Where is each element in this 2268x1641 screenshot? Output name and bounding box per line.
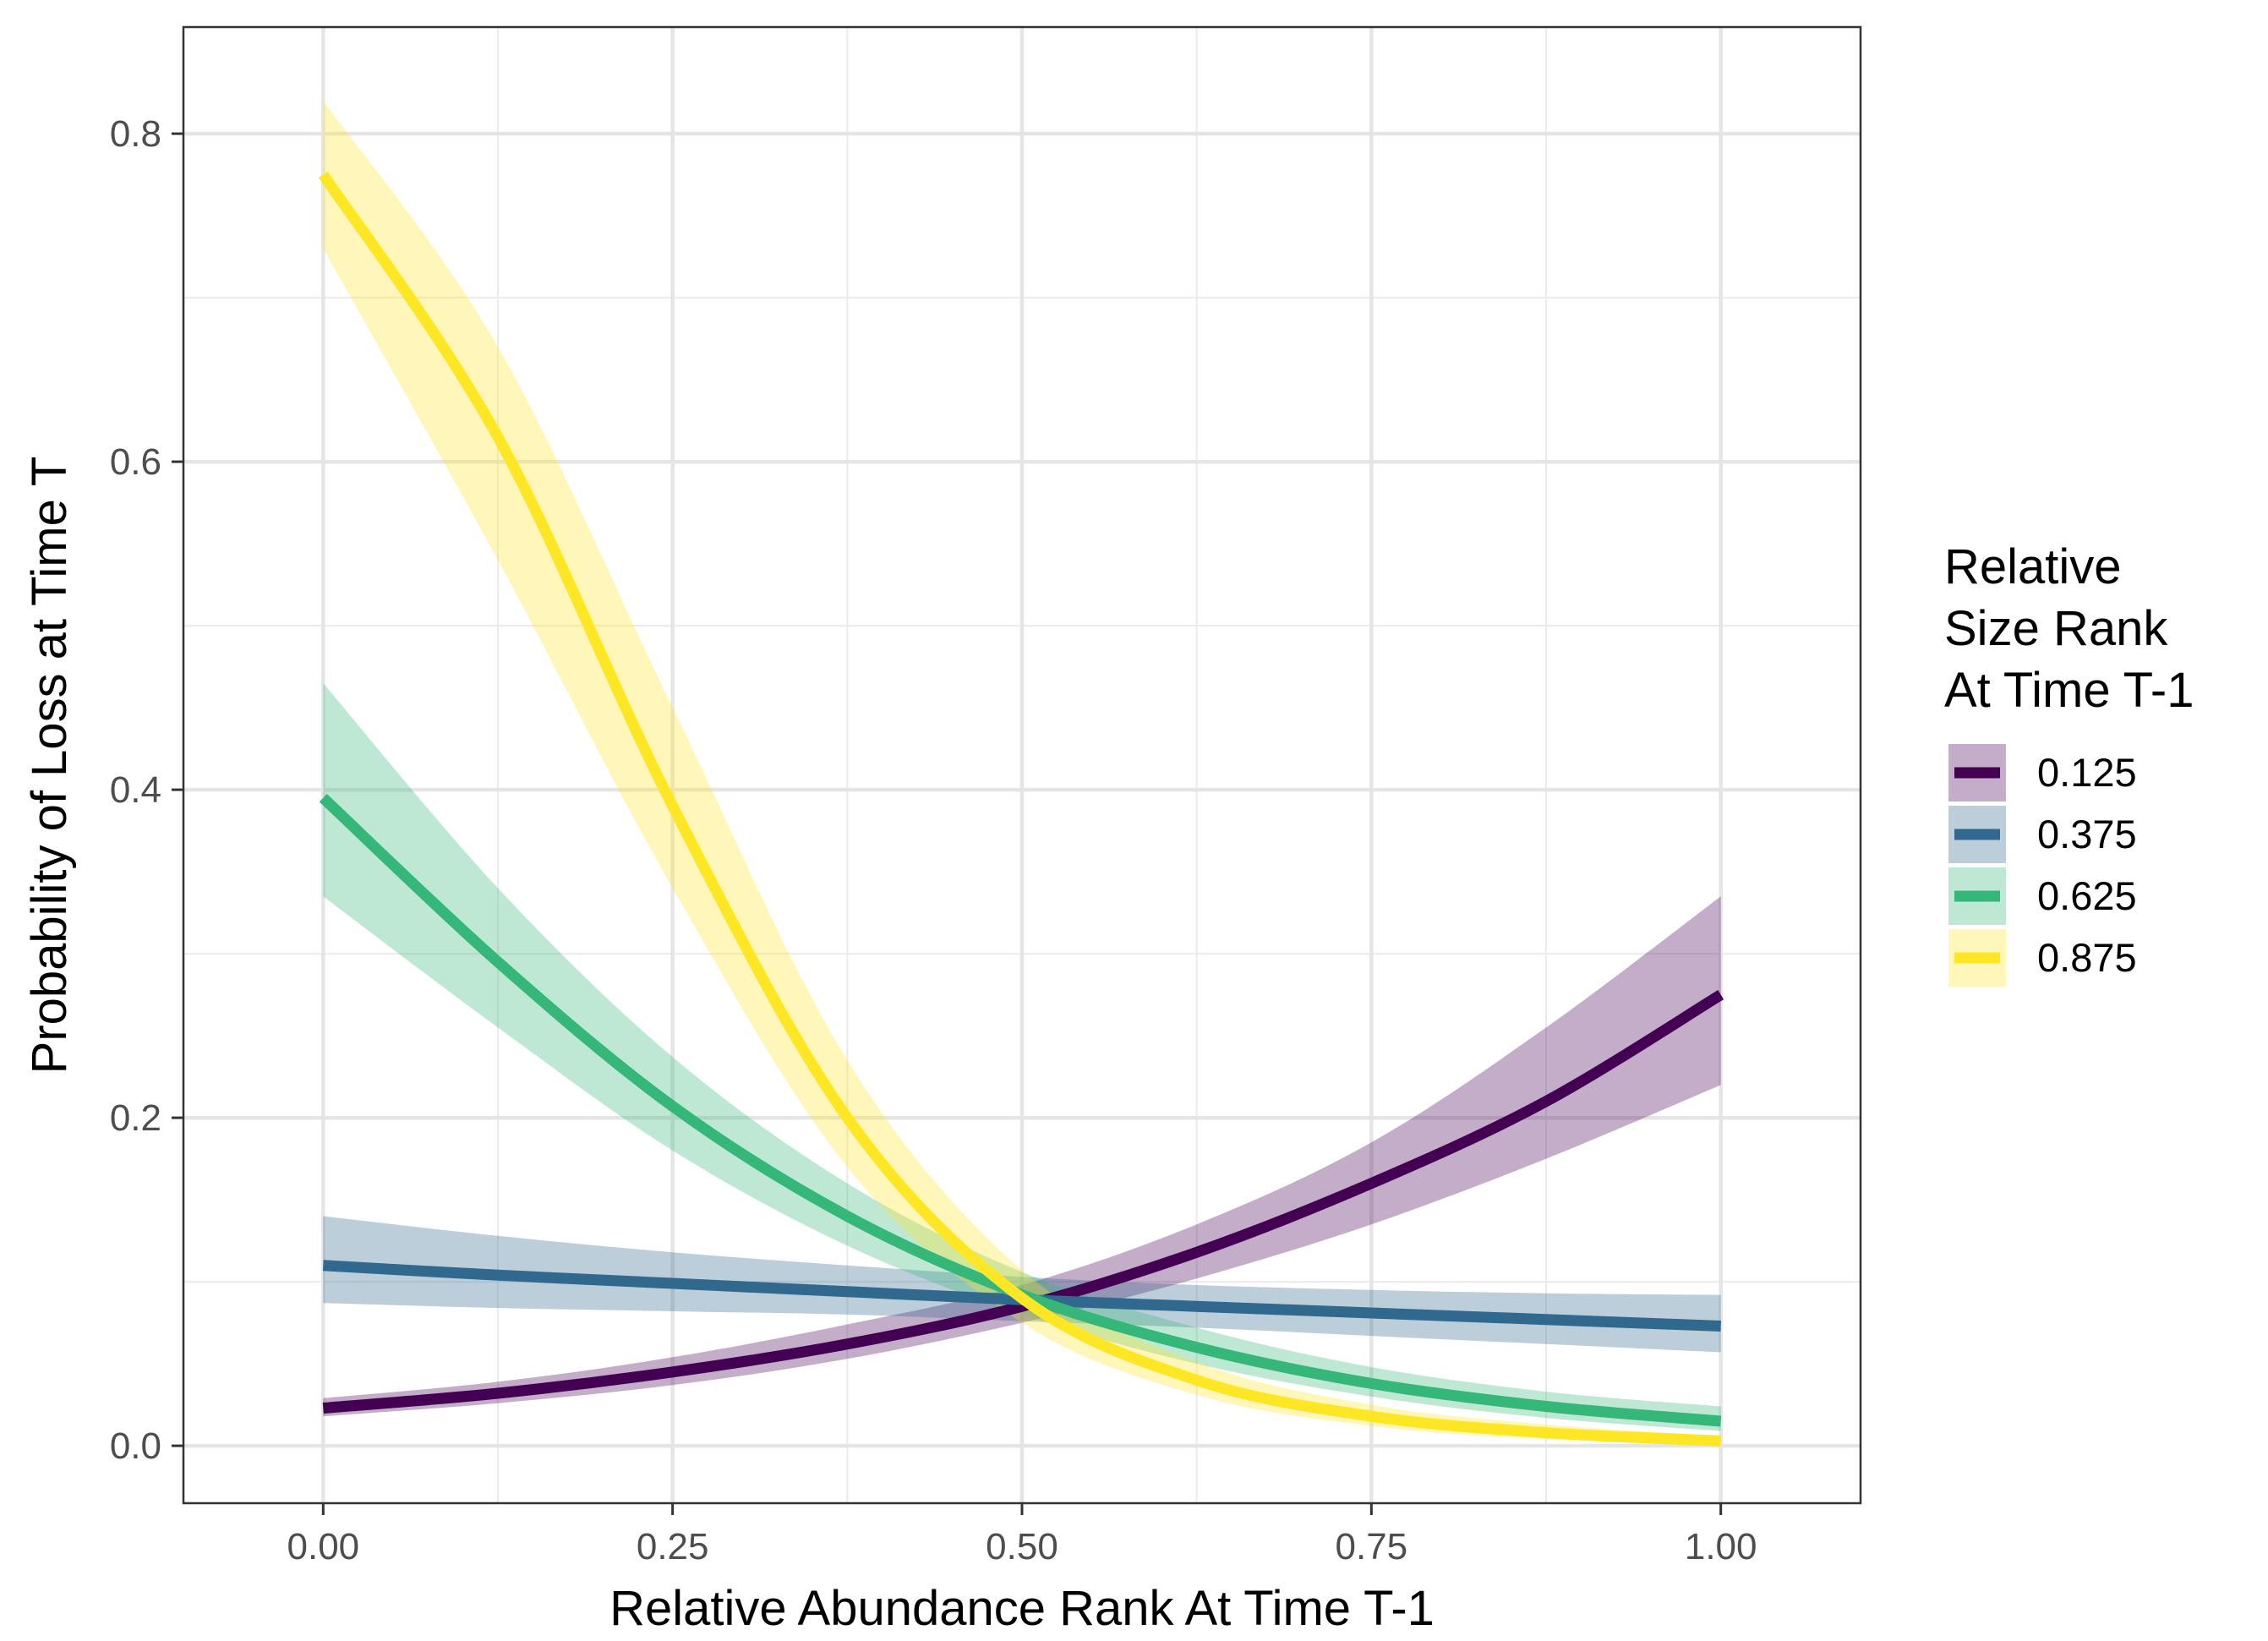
x-tick-label: 0.25 (637, 1526, 709, 1567)
legend-item-0.375: 0.375 (1948, 806, 2137, 863)
x-axis-title: Relative Abundance Rank At Time T-1 (609, 1581, 1435, 1636)
legend-label: 0.625 (2037, 873, 2137, 918)
legend-label: 0.375 (2037, 812, 2137, 856)
legend-title-line-3: At Time T-1 (1944, 663, 2194, 718)
x-tick-label: 0.75 (1336, 1526, 1408, 1567)
axis-ticks (172, 132, 1723, 1515)
legend-item-0.625: 0.625 (1948, 867, 2137, 925)
legend-items: 0.125 0.375 0.625 0.875 (1948, 744, 2137, 987)
grid-major (183, 27, 1861, 1503)
series-lines (318, 171, 1724, 1447)
y-axis-title: Probability of Loss at Time T (22, 457, 77, 1075)
axis-tick-labels: 0.00 0.25 0.50 0.75 1.00 0.0 0.2 0.4 0.6 0.8 (110, 113, 1757, 1567)
legend-item-0.875: 0.875 (1948, 929, 2137, 987)
series-line-0.125 (322, 990, 1724, 1414)
legend-item-0.125: 0.125 (1948, 744, 2137, 801)
legend-label: 0.875 (2037, 935, 2137, 980)
legend-title-line-1: Relative (1944, 539, 2122, 594)
y-tick-label: 0.6 (110, 441, 161, 483)
x-tick-label: 1.00 (1685, 1526, 1757, 1567)
x-tick-label: 0.50 (986, 1526, 1058, 1567)
series-line-0.875 (318, 171, 1722, 1447)
y-tick-label: 0.0 (110, 1425, 161, 1467)
y-tick-label: 0.8 (110, 113, 161, 155)
y-tick-label: 0.2 (110, 1097, 161, 1139)
legend-label: 0.125 (2037, 750, 2137, 795)
legend: Relative Size Rank At Time T-1 0.125 0.37… (1944, 539, 2194, 987)
legend-title-line-2: Size Rank (1944, 601, 2168, 656)
x-tick-label: 0.00 (287, 1526, 360, 1567)
y-tick-label: 0.4 (110, 769, 161, 811)
